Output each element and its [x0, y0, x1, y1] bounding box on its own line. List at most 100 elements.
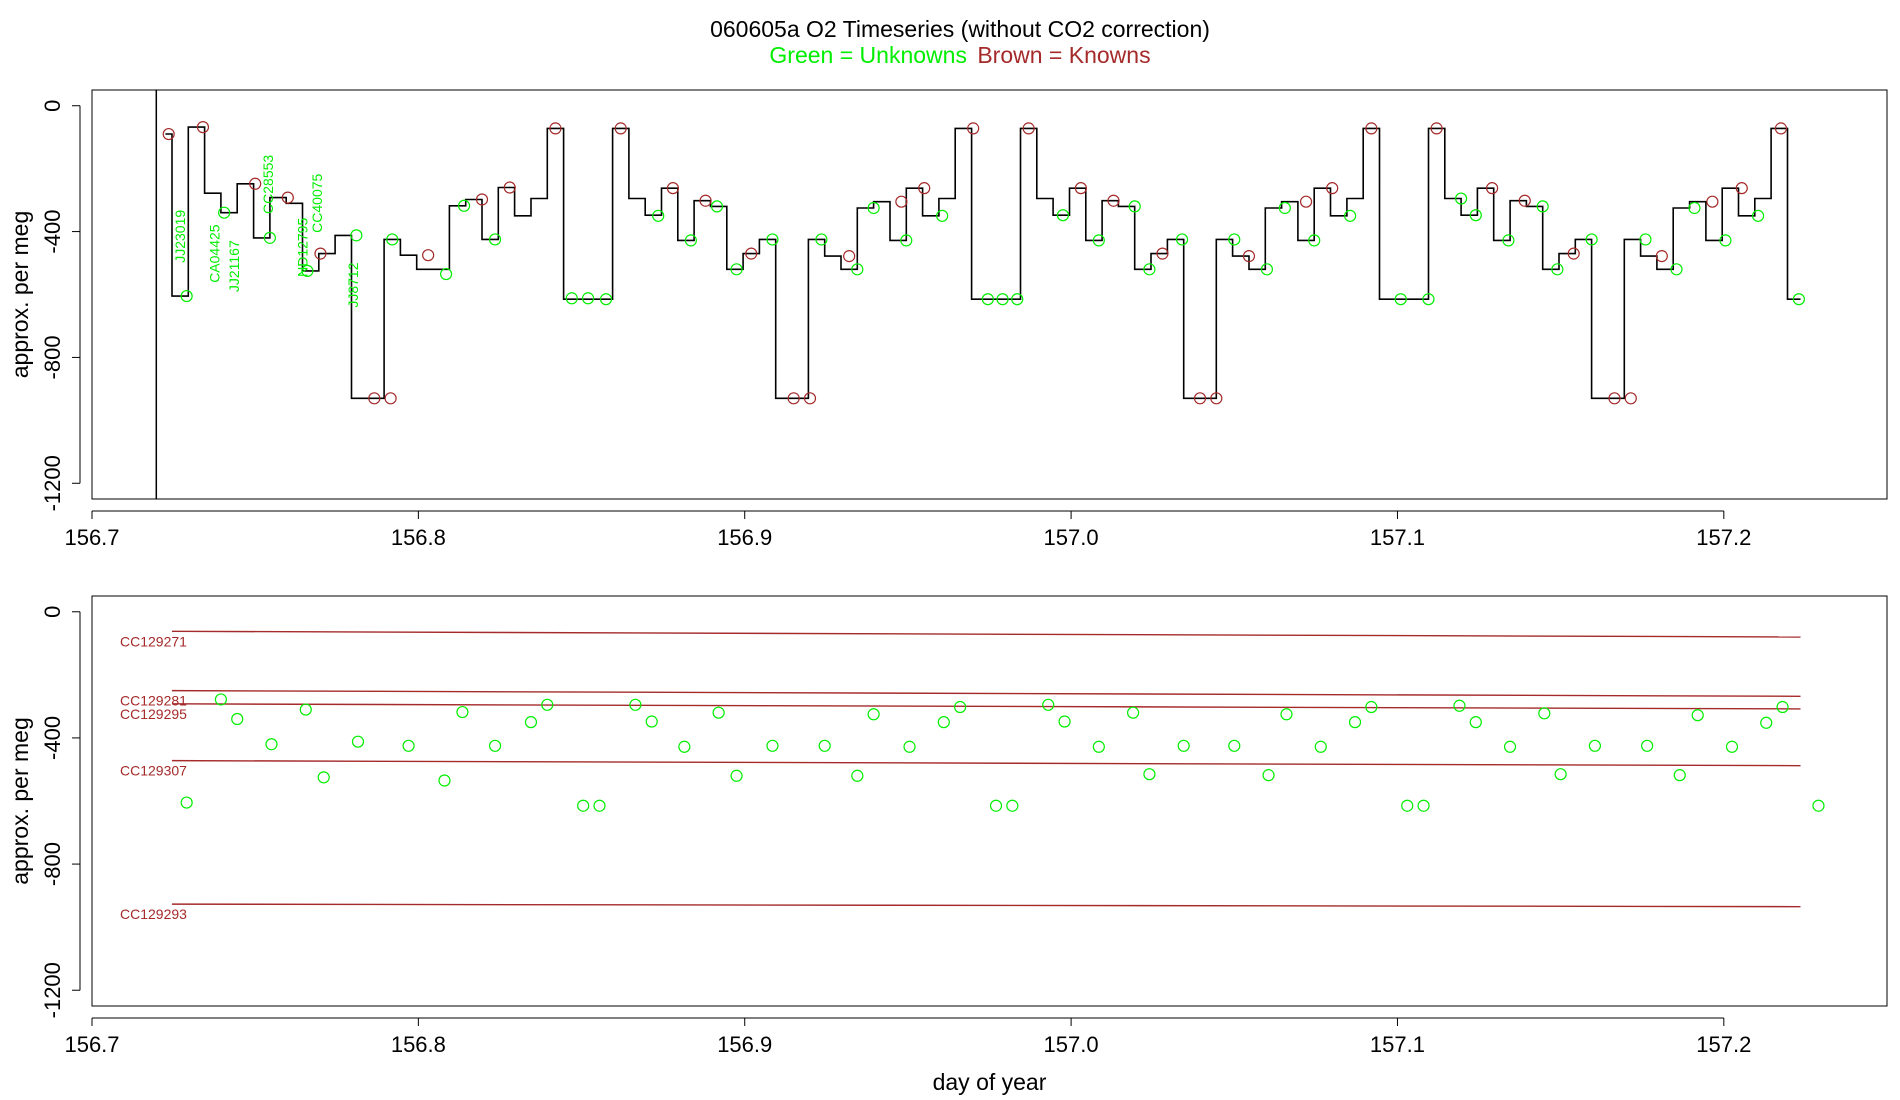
unknown-sample-point — [1453, 699, 1466, 712]
unknown-sample-point — [629, 698, 642, 711]
sample-label: CC40075 — [309, 173, 325, 232]
unknown-sample-point — [1126, 706, 1140, 719]
unknown-sample-point — [1058, 715, 1071, 728]
unknown-sample-point — [867, 708, 880, 721]
legend-unknowns: Green = Unknowns — [769, 42, 967, 68]
known-point — [843, 250, 856, 263]
unknown-point — [1454, 192, 1468, 205]
unknown-point — [1585, 233, 1598, 246]
sample-label: CC28553 — [260, 155, 276, 214]
known-point — [666, 182, 680, 195]
unknown-point — [457, 199, 471, 212]
unknown-point — [730, 263, 743, 276]
reference-line-label: CC129281 — [120, 693, 187, 709]
unknown-point — [652, 209, 665, 222]
unknown-point — [1551, 263, 1564, 276]
unknown-sample-point — [317, 771, 330, 784]
y-tick-label: -400 — [40, 716, 65, 760]
unknown-point — [1092, 234, 1105, 247]
x-tick-label: 156.8 — [391, 1032, 446, 1057]
unknown-point — [684, 234, 697, 247]
unknown-point — [1344, 209, 1357, 222]
unknown-sample-point — [180, 796, 193, 809]
known-point — [1193, 392, 1207, 405]
unknown-point — [900, 234, 913, 247]
sample-label: ND12795 — [294, 218, 310, 277]
unknown-point — [1469, 209, 1482, 222]
x-tick-label: 156.9 — [717, 1032, 772, 1057]
y-tick-label: 0 — [40, 100, 65, 112]
unknown-sample-point — [937, 716, 950, 729]
sample-label: CA04425 — [206, 224, 222, 283]
unknown-sample-point — [1691, 709, 1704, 722]
known-point — [1774, 122, 1788, 135]
sample-label: JJ23019 — [172, 210, 188, 263]
unknown-sample-point — [1776, 700, 1789, 714]
unknown-point — [1751, 209, 1765, 222]
unknown-sample-point — [541, 698, 554, 711]
known-point — [1156, 247, 1169, 260]
unknown-sample-point — [1143, 768, 1156, 781]
known-point — [1624, 392, 1637, 405]
unknown-point — [851, 263, 864, 276]
unknown-point — [1228, 233, 1241, 246]
x-tick-label: 156.7 — [64, 525, 119, 550]
unknown-point — [440, 267, 453, 281]
unknown-point — [867, 201, 880, 215]
plot-frame — [91, 595, 1888, 1007]
legend-knowns: Brown = Knowns — [977, 42, 1150, 68]
unknown-point — [488, 233, 502, 246]
unknown-point — [1143, 263, 1156, 276]
known-point — [803, 392, 817, 405]
reference-line-label: CC129307 — [120, 763, 187, 779]
unknown-sample-point — [989, 799, 1003, 812]
unknown-point — [386, 233, 399, 246]
x-tick-label: 157.0 — [1044, 525, 1099, 550]
reference-line-label: CC129271 — [120, 633, 187, 649]
x-tick-label: 157.2 — [1696, 1032, 1751, 1057]
chart-legend: Green = Unknowns Brown = Knowns — [769, 42, 1150, 68]
unknown-sample-point — [1365, 700, 1378, 714]
o2-trace-line — [165, 126, 1801, 400]
known-point — [196, 121, 210, 134]
known-point — [699, 194, 712, 207]
unknown-sample-point — [1401, 799, 1414, 812]
unknown-sample-point — [1262, 769, 1275, 782]
unknown-point — [981, 293, 994, 306]
unknown-point — [1792, 293, 1805, 306]
unknown-point — [1536, 200, 1549, 213]
known-point — [1365, 122, 1378, 135]
unknown-point — [301, 264, 314, 278]
unknown-sample-point — [1177, 739, 1190, 752]
known-point — [314, 247, 327, 260]
y-tick-label: -400 — [40, 210, 65, 254]
known-point — [614, 122, 627, 135]
unknown-sample-point — [678, 740, 691, 753]
unknown-sample-point — [1417, 799, 1430, 812]
unknown-point — [1128, 200, 1141, 213]
unknown-sample-point — [766, 739, 779, 752]
known-point — [1735, 182, 1748, 195]
unknown-sample-point — [1554, 768, 1567, 781]
y-tick-label: -800 — [40, 335, 65, 379]
known-point — [1655, 250, 1668, 263]
unknown-sample-point — [351, 735, 365, 748]
x-tick-label: 157.1 — [1370, 1032, 1425, 1057]
x-tick-label: 157.1 — [1370, 525, 1425, 550]
unknown-point — [1308, 234, 1321, 247]
x-tick-label: 156.9 — [717, 525, 772, 550]
unknown-point — [263, 231, 276, 244]
known-point — [1326, 182, 1339, 195]
unknown-sample-point — [1469, 716, 1482, 729]
unknown-point — [1422, 293, 1435, 306]
known-point — [1485, 182, 1499, 195]
y-tick-label: -1200 — [40, 962, 65, 1018]
known-point — [1430, 122, 1443, 135]
y-axis-title: approx. per meg — [7, 211, 33, 378]
unknown-point — [350, 229, 363, 242]
known-point — [1074, 182, 1087, 195]
known-point — [1608, 392, 1621, 405]
known-point — [1107, 194, 1120, 207]
unknown-point — [599, 293, 613, 306]
unknown-point — [1719, 234, 1732, 247]
